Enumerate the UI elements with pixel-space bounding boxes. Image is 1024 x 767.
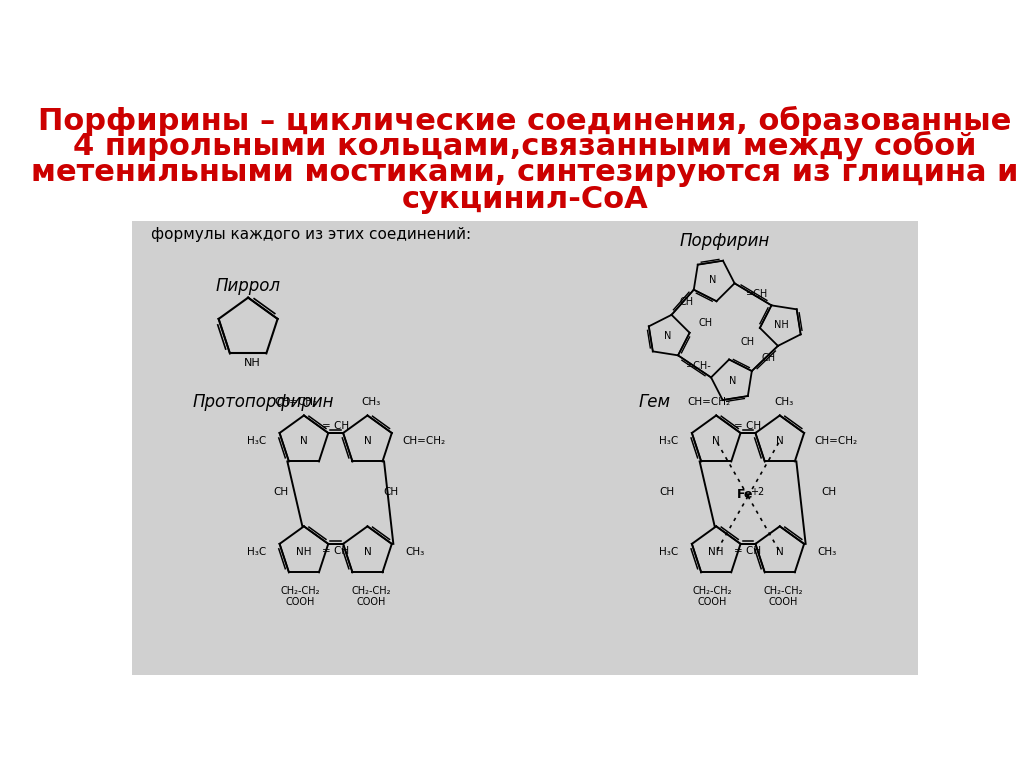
- Text: 4 пирольными кольцами,связанными между собой: 4 пирольными кольцами,связанными между с…: [73, 131, 977, 161]
- Text: COOH: COOH: [697, 597, 727, 607]
- Text: N: N: [665, 331, 672, 341]
- Text: = CH: = CH: [734, 421, 762, 431]
- Text: CH₃: CH₃: [361, 397, 381, 407]
- Text: CH: CH: [680, 298, 693, 308]
- Text: NH: NH: [774, 320, 788, 330]
- Text: COOH: COOH: [356, 597, 386, 607]
- Text: N: N: [710, 275, 717, 285]
- Text: метенильными мостиками, синтезируются из глицина и: метенильными мостиками, синтезируются из…: [31, 159, 1019, 187]
- Text: CH: CH: [659, 487, 675, 497]
- Text: формулы каждого из этих соединений:: формулы каждого из этих соединений:: [152, 227, 471, 242]
- Text: =CH: =CH: [745, 289, 768, 299]
- Text: CH=CH₂: CH=CH₂: [402, 436, 445, 446]
- Text: CH₂-CH₂: CH₂-CH₂: [281, 586, 319, 596]
- Text: N: N: [300, 436, 308, 446]
- Text: CH=CH₂: CH=CH₂: [687, 397, 730, 407]
- Text: CH₂-CH₂: CH₂-CH₂: [351, 586, 391, 596]
- Text: Порфирин: Порфирин: [680, 232, 770, 250]
- Text: = CH: = CH: [323, 421, 349, 431]
- Text: H₃C: H₃C: [247, 547, 266, 557]
- Text: CH₃: CH₃: [406, 547, 424, 557]
- Text: Гем: Гем: [639, 393, 671, 410]
- Text: N: N: [729, 376, 736, 386]
- Text: NH: NH: [709, 547, 724, 557]
- Text: Порфирины – циклические соединения, образованные: Порфирины – циклические соединения, обра…: [38, 106, 1012, 136]
- Text: CH: CH: [741, 337, 755, 347]
- Text: = CH: = CH: [734, 546, 762, 556]
- Text: N: N: [364, 436, 372, 446]
- Text: CH: CH: [762, 354, 776, 364]
- Text: = CH: = CH: [323, 546, 349, 556]
- Text: CH: CH: [383, 487, 398, 497]
- Text: +2: +2: [751, 487, 765, 497]
- Text: Fe: Fe: [736, 489, 753, 502]
- Text: N: N: [776, 436, 783, 446]
- Text: Протопорфирин: Протопорфирин: [193, 393, 335, 410]
- Text: CH₃: CH₃: [817, 547, 837, 557]
- Text: COOH: COOH: [769, 597, 799, 607]
- Text: N: N: [713, 436, 720, 446]
- Text: N: N: [776, 547, 783, 557]
- Text: CH=CH₂: CH=CH₂: [274, 397, 317, 407]
- Text: CH=CH₂: CH=CH₂: [815, 436, 858, 446]
- Text: COOH: COOH: [286, 597, 314, 607]
- Text: CH: CH: [821, 487, 837, 497]
- Text: CH₂-CH₂: CH₂-CH₂: [764, 586, 804, 596]
- Text: NH: NH: [296, 547, 311, 557]
- Text: N: N: [364, 547, 372, 557]
- Text: H₃C: H₃C: [659, 436, 679, 446]
- FancyBboxPatch shape: [132, 221, 918, 675]
- Text: CH: CH: [273, 487, 288, 497]
- Text: Пиррол: Пиррол: [216, 277, 281, 295]
- Text: сукцинил-СоА: сукцинил-СоА: [401, 186, 648, 214]
- Text: CH₂-CH₂: CH₂-CH₂: [692, 586, 732, 596]
- Text: H₃C: H₃C: [247, 436, 266, 446]
- Text: CH: CH: [698, 318, 713, 328]
- Text: H₃C: H₃C: [659, 547, 679, 557]
- Text: =CH-: =CH-: [685, 361, 712, 371]
- Text: NH: NH: [244, 358, 260, 368]
- Text: CH₃: CH₃: [774, 397, 794, 407]
